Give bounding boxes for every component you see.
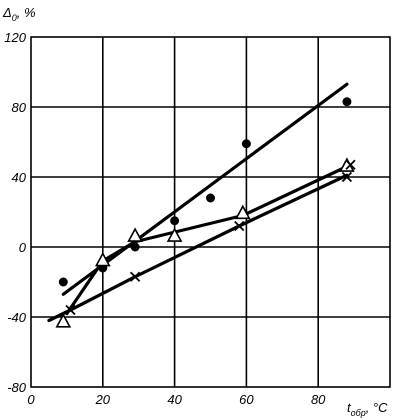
y-tick-label: -80 [7, 380, 27, 395]
x-tick-label: 60 [239, 392, 254, 407]
x-tick-label: 40 [167, 392, 182, 407]
tick-labels: 0 20 40 60 80 -80 -40 0 40 80 120 [4, 30, 326, 407]
x-axis-symbol: t [347, 400, 352, 415]
data-point-cross [341, 171, 353, 183]
plot-frame [30, 36, 391, 388]
x-axis-subscript: обр [351, 408, 366, 418]
y-axis-symbol: Δ [2, 5, 12, 20]
data-point-triangle [234, 204, 251, 220]
x-tick-label: 0 [27, 392, 35, 407]
y-tick-label: 80 [12, 100, 27, 115]
data-point-cross [234, 220, 245, 232]
data-point-circle [130, 242, 140, 252]
data-point-triangle [55, 313, 72, 328]
cross-stroke [234, 220, 245, 232]
data-point-triangle [94, 251, 111, 267]
y-tick-label: 120 [4, 30, 26, 45]
data-point-circle [241, 139, 251, 149]
y-tick-label: 40 [12, 170, 27, 185]
data-point-triangle [166, 227, 183, 242]
data-point-circle [170, 216, 180, 226]
fit-lines [47, 82, 349, 323]
cross-stroke [341, 171, 353, 183]
y-axis-unit: , % [17, 5, 36, 20]
fit-line-circle [61, 82, 349, 296]
grid [31, 37, 390, 387]
data-point-circle [58, 277, 68, 287]
cross-stroke [129, 271, 141, 282]
y-axis-title: Δ0, % [2, 5, 36, 23]
cross-stroke [65, 304, 76, 316]
data-point-circle [206, 193, 215, 203]
y-axis-subscript: 0 [12, 13, 17, 23]
cross-stroke [345, 159, 356, 170]
x-axis-title: tобр, °C [347, 400, 388, 418]
y-tick-label: -40 [7, 310, 27, 325]
x-axis-unit: , °C [366, 400, 388, 415]
data-point-cross [129, 271, 141, 282]
data-point-cross [345, 159, 356, 170]
data-point-triangle [127, 227, 143, 242]
data-point-cross [65, 304, 76, 316]
data-markers [55, 97, 356, 328]
x-tick-label: 20 [95, 392, 111, 407]
data-point-circle [342, 97, 352, 107]
fit-line-cross [47, 173, 349, 323]
y-tick-label: 0 [19, 240, 27, 255]
x-tick-label: 80 [311, 392, 326, 407]
